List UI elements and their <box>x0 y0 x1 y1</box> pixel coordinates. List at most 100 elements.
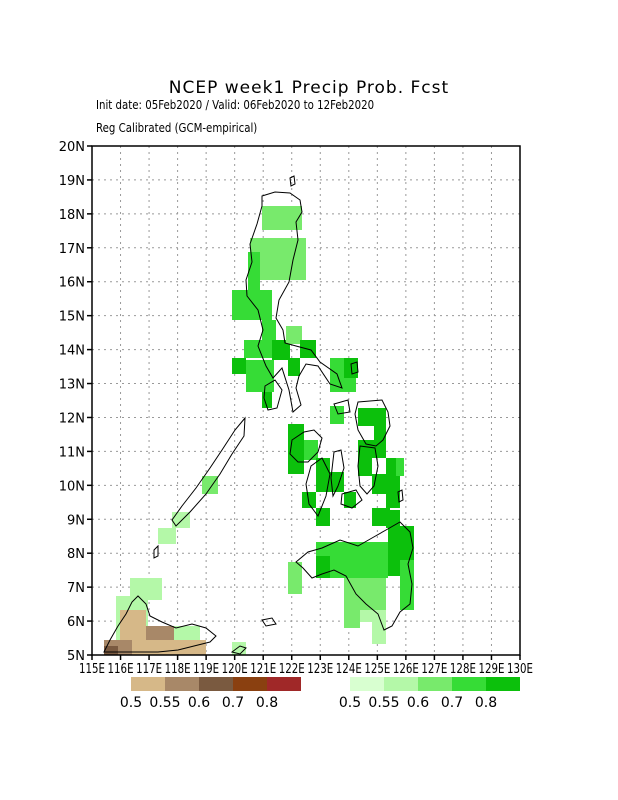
lon-tick-label: 124E <box>336 662 362 677</box>
probability-cell <box>316 556 330 578</box>
lat-tick-label: 6N <box>67 615 85 630</box>
lon-tick-label: 117E <box>136 662 162 677</box>
probability-cell <box>302 492 316 508</box>
lon-tick-label: 116E <box>108 662 134 677</box>
probability-cell <box>372 610 386 644</box>
probability-cell <box>286 326 302 344</box>
lon-tick-label: 128E <box>450 662 476 677</box>
probability-cell <box>262 320 276 342</box>
probability-cell <box>248 252 260 290</box>
probability-cell <box>104 646 118 655</box>
lat-tick-label: 12N <box>59 411 85 426</box>
coastline-leyte <box>357 445 379 495</box>
lat-tick-label: 7N <box>67 581 85 596</box>
coastline-catanduanes <box>350 361 359 375</box>
legend-swatch-dry <box>131 677 165 691</box>
probability-cell <box>358 440 386 458</box>
map-gridlines <box>92 146 520 655</box>
coastline-mindoro <box>263 379 283 411</box>
legend-label-wet: 0.6 <box>407 695 429 711</box>
map-subtitle-method: Reg Calibrated (GCM-empirical) <box>96 121 258 135</box>
legend-swatch-dry <box>199 677 233 691</box>
map-subtitle-dates: Init date: 05Feb2020 / Valid: 06Feb2020 … <box>96 98 375 112</box>
coastline-mindanao <box>295 521 414 631</box>
legend-label-dry: 0.8 <box>256 695 278 711</box>
probability-cell <box>158 528 176 544</box>
probability-cell <box>360 610 372 622</box>
probability-cell <box>344 578 386 610</box>
probability-cell <box>358 458 372 476</box>
map-frame <box>91 145 521 656</box>
probability-cell <box>262 206 302 230</box>
probability-cell <box>330 406 344 424</box>
legend-swatch-wet <box>350 677 384 691</box>
lat-tick-label: 8N <box>67 547 85 562</box>
lat-tick-label: 11N <box>59 445 85 460</box>
legend-swatch-wet <box>486 677 520 691</box>
lon-tick-label: 119E <box>193 662 219 677</box>
coastline-bohol <box>340 489 363 509</box>
coastline-batanes <box>289 175 296 187</box>
probability-cell <box>344 608 360 628</box>
lon-tick-label: 127E <box>421 662 447 677</box>
probability-cell <box>344 492 356 508</box>
legend-swatch-dry <box>165 677 199 691</box>
lon-tick-label: 122E <box>279 662 305 677</box>
coastline-masbate <box>333 399 351 415</box>
coastline-palawan <box>171 416 246 527</box>
legend-label-dry: 0.5 <box>120 695 142 711</box>
probability-cell <box>396 458 404 476</box>
probability-cell <box>374 426 386 442</box>
legend-label-wet: 0.8 <box>475 695 497 711</box>
probability-cell <box>176 640 206 655</box>
lat-tick-label: 14N <box>59 344 85 359</box>
probability-cell <box>288 358 300 376</box>
probability-cell <box>246 360 274 392</box>
lat-tick-label: 20N <box>59 140 85 155</box>
coastline-balabac <box>153 544 159 559</box>
legend-label-dry: 0.55 <box>149 695 180 711</box>
lon-tick-label: 118E <box>165 662 191 677</box>
coastline-sulu-islands <box>230 645 247 655</box>
probability-cell <box>202 476 218 494</box>
coastline-jolo <box>261 617 277 627</box>
probability-cell <box>232 358 246 374</box>
probability-cell <box>372 508 390 526</box>
axis-ticks: 5N 6N 7N 8N 9N 10N 11N 12N 13N 14N 15N 16N 17N 18N 19N… <box>59 140 533 677</box>
probability-cell <box>386 510 400 528</box>
probability-cell <box>272 340 290 360</box>
legend-swatch-wet <box>384 677 418 691</box>
legend-label-dry: 0.6 <box>188 695 210 711</box>
lat-tick-label: 19N <box>59 174 85 189</box>
legend: 0.5 0.55 0.6 0.7 0.8 0.5 0.55 0.6 0.7 0.8 <box>120 677 520 711</box>
lat-tick-label: 17N <box>59 242 85 257</box>
probability-cell <box>232 642 246 655</box>
lat-tick-label: 16N <box>59 276 85 291</box>
legend-label-wet: 0.55 <box>368 695 399 711</box>
probability-cells <box>104 206 414 655</box>
coastline-panay <box>289 429 323 463</box>
legend-swatch-dry <box>267 677 301 691</box>
probability-cell <box>262 392 272 408</box>
legend-swatch-wet <box>452 677 486 691</box>
legend-swatch-dry <box>233 677 267 691</box>
legend-swatch-wet <box>418 677 452 691</box>
lat-tick-label: 18N <box>59 208 85 223</box>
probability-cell <box>244 340 276 358</box>
probability-cell <box>130 578 162 600</box>
lon-tick-label: 123E <box>307 662 333 677</box>
lat-tick-label: 15N <box>59 310 85 325</box>
probability-cell <box>174 626 200 642</box>
probability-cell <box>358 408 386 426</box>
map-title: NCEP week1 Precip Prob. Fcst <box>168 78 450 98</box>
probability-cell <box>316 508 330 526</box>
coastline-samar <box>354 399 391 447</box>
legend-label-wet: 0.5 <box>339 695 361 711</box>
lon-tick-label: 125E <box>364 662 390 677</box>
lat-tick-label: 13N <box>59 378 85 393</box>
legend-label-dry: 0.7 <box>222 695 244 711</box>
probability-cell <box>288 562 302 594</box>
coastline-siargao <box>397 489 404 503</box>
legend-label-wet: 0.7 <box>441 695 463 711</box>
